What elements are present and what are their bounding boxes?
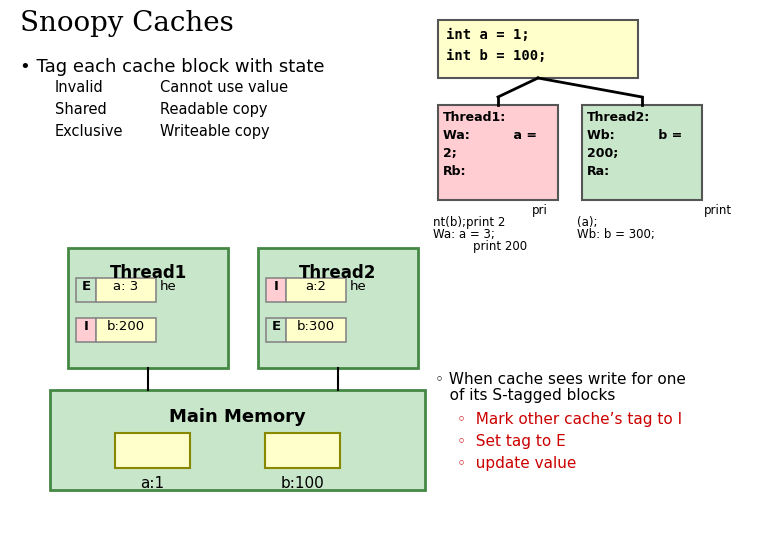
Text: ◦  Set tag to E: ◦ Set tag to E bbox=[457, 434, 566, 449]
Text: I: I bbox=[83, 320, 88, 333]
Text: I: I bbox=[274, 280, 278, 293]
Text: b:100: b:100 bbox=[280, 476, 324, 491]
FancyBboxPatch shape bbox=[76, 278, 96, 302]
Text: Wa: a = 3;: Wa: a = 3; bbox=[433, 228, 495, 241]
Text: nt(b);print 2: nt(b);print 2 bbox=[433, 216, 505, 229]
Text: Thread1:
Wa:          a =
2;
Rb:: Thread1: Wa: a = 2; Rb: bbox=[443, 111, 537, 178]
Text: Cannot use value: Cannot use value bbox=[160, 80, 288, 95]
FancyBboxPatch shape bbox=[96, 318, 156, 342]
FancyBboxPatch shape bbox=[50, 390, 425, 490]
Text: Thread2: Thread2 bbox=[300, 264, 377, 282]
Text: ◦  Mark other cache’s tag to I: ◦ Mark other cache’s tag to I bbox=[457, 412, 682, 427]
Text: Exclusive: Exclusive bbox=[55, 124, 123, 139]
FancyBboxPatch shape bbox=[438, 20, 638, 78]
Text: print: print bbox=[704, 204, 732, 217]
Text: ◦ When cache sees write for one: ◦ When cache sees write for one bbox=[435, 372, 686, 387]
Text: Readable copy: Readable copy bbox=[160, 102, 268, 117]
Text: • Tag each cache block with state: • Tag each cache block with state bbox=[20, 58, 324, 76]
Text: b:300: b:300 bbox=[297, 320, 335, 333]
FancyBboxPatch shape bbox=[68, 248, 228, 368]
FancyBboxPatch shape bbox=[438, 105, 558, 200]
FancyBboxPatch shape bbox=[286, 318, 346, 342]
FancyBboxPatch shape bbox=[266, 318, 286, 342]
Text: Snoopy Caches: Snoopy Caches bbox=[20, 10, 234, 37]
Text: Shared: Shared bbox=[55, 102, 107, 117]
FancyBboxPatch shape bbox=[96, 278, 156, 302]
Text: he: he bbox=[350, 280, 367, 293]
FancyBboxPatch shape bbox=[266, 278, 286, 302]
Text: E: E bbox=[271, 320, 281, 333]
FancyBboxPatch shape bbox=[265, 433, 340, 468]
Text: (a);: (a); bbox=[577, 216, 597, 229]
Text: of its S-tagged blocks: of its S-tagged blocks bbox=[435, 388, 615, 403]
Text: print 200: print 200 bbox=[458, 240, 527, 253]
FancyBboxPatch shape bbox=[582, 105, 702, 200]
Text: Thread2:
Wb:          b =
200;
Ra:: Thread2: Wb: b = 200; Ra: bbox=[587, 111, 682, 178]
Text: int a = 1;
int b = 100;: int a = 1; int b = 100; bbox=[446, 28, 547, 63]
Text: Thread1: Thread1 bbox=[109, 264, 186, 282]
Text: Wb: b = 300;: Wb: b = 300; bbox=[577, 228, 655, 241]
Text: Main Memory: Main Memory bbox=[169, 408, 306, 426]
FancyBboxPatch shape bbox=[258, 248, 418, 368]
Text: E: E bbox=[81, 280, 90, 293]
FancyBboxPatch shape bbox=[76, 318, 96, 342]
Text: Writeable copy: Writeable copy bbox=[160, 124, 270, 139]
Text: pri: pri bbox=[532, 204, 548, 217]
Text: a:2: a:2 bbox=[306, 280, 327, 293]
FancyBboxPatch shape bbox=[115, 433, 190, 468]
Text: a: 3: a: 3 bbox=[113, 280, 139, 293]
Text: Invalid: Invalid bbox=[55, 80, 104, 95]
FancyBboxPatch shape bbox=[286, 278, 346, 302]
Text: a:1: a:1 bbox=[140, 476, 164, 491]
Text: he: he bbox=[160, 280, 177, 293]
Text: b:200: b:200 bbox=[107, 320, 145, 333]
Text: ◦  update value: ◦ update value bbox=[457, 456, 576, 471]
